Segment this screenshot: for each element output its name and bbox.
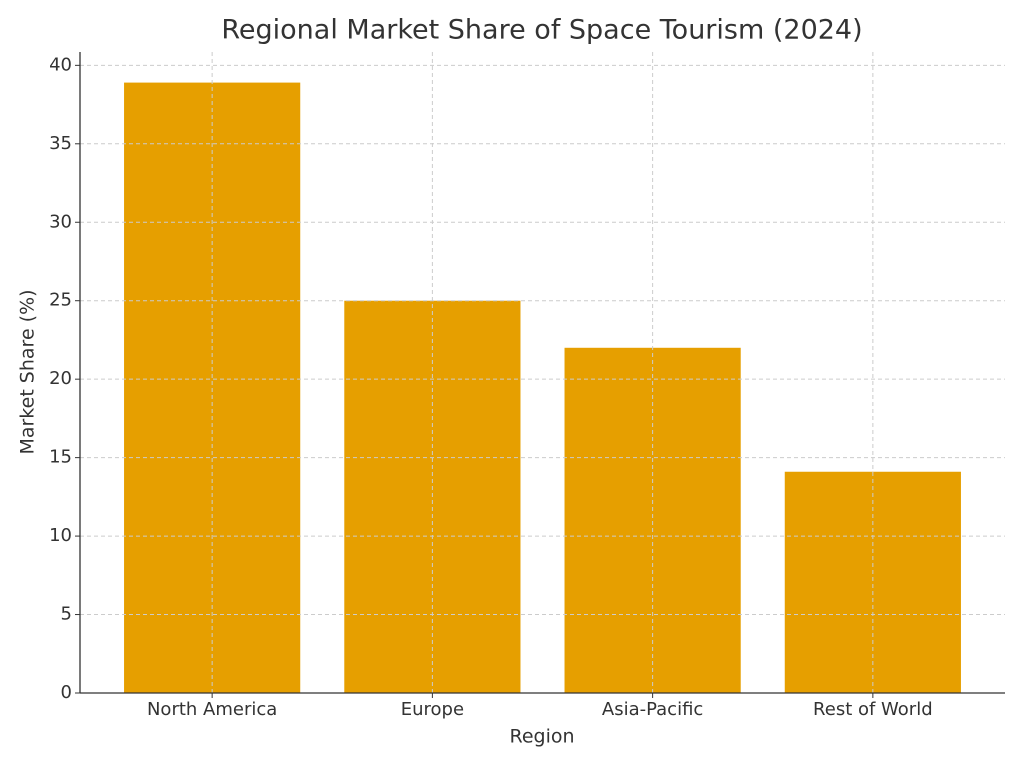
bar — [784, 471, 961, 693]
x-axis-label: Region — [509, 726, 574, 748]
y-tick-label: 15 — [49, 447, 72, 468]
y-tick-label: 30 — [49, 211, 72, 232]
y-tick-label: 20 — [49, 368, 72, 389]
y-axis-label: Market Share (%) — [17, 289, 39, 454]
grid-layer — [80, 52, 1005, 694]
y-tick-label: 25 — [49, 290, 72, 311]
chart-title: Regional Market Share of Space Tourism (… — [221, 15, 862, 46]
x-tick-label: Europe — [401, 699, 464, 720]
x-tick-label: Rest of World — [813, 699, 933, 720]
x-tick-label: Asia-Pacific — [602, 699, 703, 720]
y-tick-label: 5 — [61, 604, 72, 625]
y-tick-label: 10 — [49, 525, 72, 546]
y-tick-label: 0 — [61, 682, 72, 703]
y-tick-label: 35 — [49, 133, 72, 154]
x-tick-label: North America — [147, 699, 277, 720]
y-tick-label: 40 — [49, 54, 72, 75]
bar-layer — [124, 82, 961, 694]
